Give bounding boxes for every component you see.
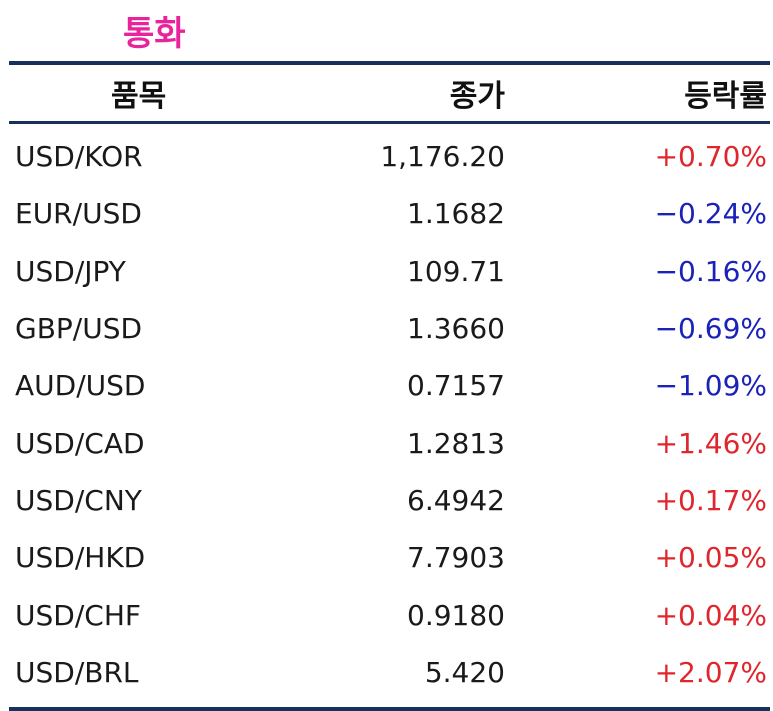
table-row: EUR/USD 1.1682 −0.24% — [9, 185, 770, 242]
header-name: 품목 — [111, 79, 167, 114]
row-close: 1.1682 — [407, 197, 505, 231]
row-close: 1.2813 — [407, 426, 505, 460]
row-close: 0.7157 — [407, 369, 505, 403]
row-change: +0.17% — [654, 483, 767, 517]
row-change: −0.69% — [654, 312, 767, 346]
table-row: AUD/USD 0.7157 −1.09% — [9, 357, 770, 414]
header-close: 종가 — [449, 79, 505, 114]
row-close: 1,176.20 — [380, 140, 505, 174]
table-row: USD/BRL 5.420 +2.07% — [9, 644, 770, 701]
row-close: 0.9180 — [407, 598, 505, 632]
section-title: 통화 — [123, 14, 186, 54]
row-close: 7.7903 — [407, 541, 505, 575]
table-row: GBP/USD 1.3660 −0.69% — [9, 300, 770, 357]
table-top-rule — [9, 61, 770, 65]
table-row: USD/HKD 7.7903 +0.05% — [9, 529, 770, 586]
row-change: −0.24% — [654, 197, 767, 231]
header-change: 등락률 — [684, 79, 767, 114]
row-name: USD/CNY — [15, 483, 142, 517]
row-change: +0.70% — [654, 140, 767, 174]
row-change: +1.46% — [654, 426, 767, 460]
row-close: 5.420 — [424, 655, 505, 689]
table-row: USD/CHF 0.9180 +0.04% — [9, 586, 770, 643]
row-change: −0.16% — [654, 254, 767, 288]
row-close: 109.71 — [407, 254, 505, 288]
row-name: USD/BRL — [15, 655, 139, 689]
row-name: EUR/USD — [15, 197, 142, 231]
row-change: +2.07% — [654, 655, 767, 689]
row-name: USD/CHF — [15, 598, 141, 632]
row-name: USD/HKD — [15, 541, 146, 575]
row-name: GBP/USD — [15, 312, 143, 346]
table-header-rule — [9, 121, 770, 124]
table-row: USD/KOR 1,176.20 +0.70% — [9, 128, 770, 185]
row-change: +0.05% — [654, 541, 767, 575]
row-name: USD/KOR — [15, 140, 143, 174]
row-close: 1.3660 — [407, 312, 505, 346]
row-change: +0.04% — [654, 598, 767, 632]
table-row: USD/CNY 6.4942 +0.17% — [9, 472, 770, 529]
table-row: USD/CAD 1.2813 +1.46% — [9, 414, 770, 471]
table-body: USD/KOR 1,176.20 +0.70% EUR/USD 1.1682 −… — [9, 124, 770, 701]
row-name: USD/CAD — [15, 426, 145, 460]
row-name: AUD/USD — [15, 369, 146, 403]
table-header: 품목 종가 등락률 — [9, 65, 770, 121]
row-name: USD/JPY — [15, 254, 126, 288]
row-change: −1.09% — [654, 369, 767, 403]
row-close: 6.4942 — [407, 483, 505, 517]
table-row: USD/JPY 109.71 −0.16% — [9, 243, 770, 300]
currency-table: 품목 종가 등락률 USD/KOR 1,176.20 +0.70% EUR/US… — [9, 61, 770, 711]
